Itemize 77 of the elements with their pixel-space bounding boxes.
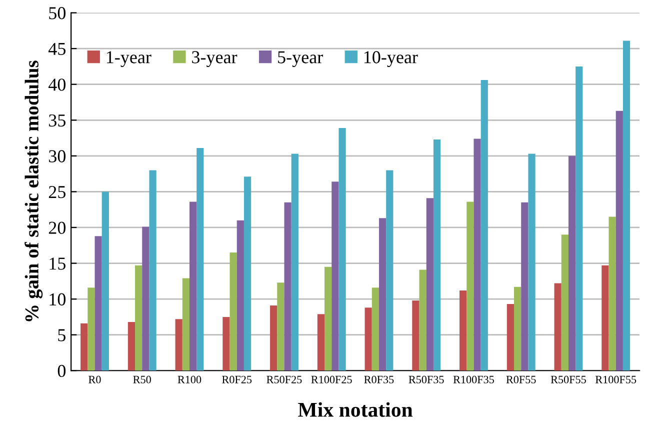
bar: [419, 270, 426, 371]
y-tick-label: 45: [48, 42, 66, 56]
bar: [230, 252, 237, 371]
bar: [332, 182, 339, 371]
x-tick-label: R100: [178, 376, 202, 384]
bar: [460, 290, 467, 371]
bar: [372, 288, 379, 371]
x-tick-label: R50F35: [408, 376, 444, 384]
bar: [378, 218, 386, 371]
y-axis-title: % gain of static elastic modulus: [24, 60, 43, 322]
bar: [236, 220, 244, 371]
bar: [149, 170, 156, 371]
bar: [128, 322, 136, 371]
bar: [88, 288, 95, 371]
x-axis-title: Mix notation: [298, 402, 413, 417]
y-tick-label: 40: [48, 78, 66, 91]
bar: [426, 198, 434, 371]
bar: [480, 80, 488, 371]
y-tick-label: 25: [48, 186, 66, 198]
y-tick-label: 30: [49, 150, 66, 162]
legend-label: 1-year: [106, 51, 152, 68]
bar: [94, 236, 102, 371]
y-tick-label: 50: [49, 7, 66, 20]
x-tick-label: R50: [133, 376, 151, 384]
legend-label: 10-year: [364, 51, 418, 68]
y-tick-label: 35: [49, 114, 66, 127]
bar: [142, 226, 150, 371]
legend-label: 3-year: [192, 51, 238, 68]
x-tick-label: R0F25: [222, 376, 252, 384]
bar: [277, 282, 284, 371]
bar: [474, 138, 481, 371]
y-tick-label: 10: [50, 293, 66, 306]
x-tick-label: R50F55: [550, 376, 586, 384]
bar: [102, 192, 109, 371]
bar: [189, 202, 197, 371]
bar: [561, 234, 568, 371]
y-tick-label: 15: [50, 258, 66, 270]
bar: [568, 156, 576, 371]
x-tick-label: R0F35: [364, 376, 394, 384]
bar: [602, 265, 609, 371]
x-tick-label: R0F55: [506, 376, 536, 384]
bar: [317, 314, 325, 371]
y-tick-label: 5: [58, 329, 66, 342]
bar: [616, 110, 623, 371]
bar: [270, 305, 278, 371]
bar: [521, 202, 528, 371]
x-tick-label: R0: [88, 376, 101, 384]
bar: [196, 148, 204, 371]
bar: [175, 319, 182, 371]
y-tick-label: 0: [58, 364, 66, 378]
bar: [135, 265, 142, 371]
bar: [284, 202, 292, 371]
bar: [412, 300, 420, 371]
x-tick-label: R100F35: [453, 376, 494, 384]
bar: [576, 66, 583, 371]
bar: [608, 216, 616, 371]
bar: [386, 170, 394, 371]
bar: [222, 316, 230, 371]
bar: [182, 278, 190, 371]
bar: [291, 154, 298, 371]
legend-label: 5-year: [278, 51, 323, 68]
x-tick-label: R100F25: [311, 376, 352, 384]
x-tick-label: R100F55: [595, 376, 636, 384]
bar: [554, 283, 562, 371]
x-tick-label: R50F25: [266, 376, 302, 384]
bar: [528, 154, 536, 371]
bar: [324, 266, 332, 371]
bar: [433, 139, 441, 371]
bar: [506, 304, 514, 371]
bar: [364, 308, 372, 371]
bar: [622, 40, 630, 371]
bar: [244, 176, 252, 371]
bar: [514, 286, 522, 371]
bar: [80, 323, 88, 371]
bar: [338, 128, 346, 371]
bar: [466, 202, 474, 371]
y-tick-label: 20: [48, 222, 66, 234]
